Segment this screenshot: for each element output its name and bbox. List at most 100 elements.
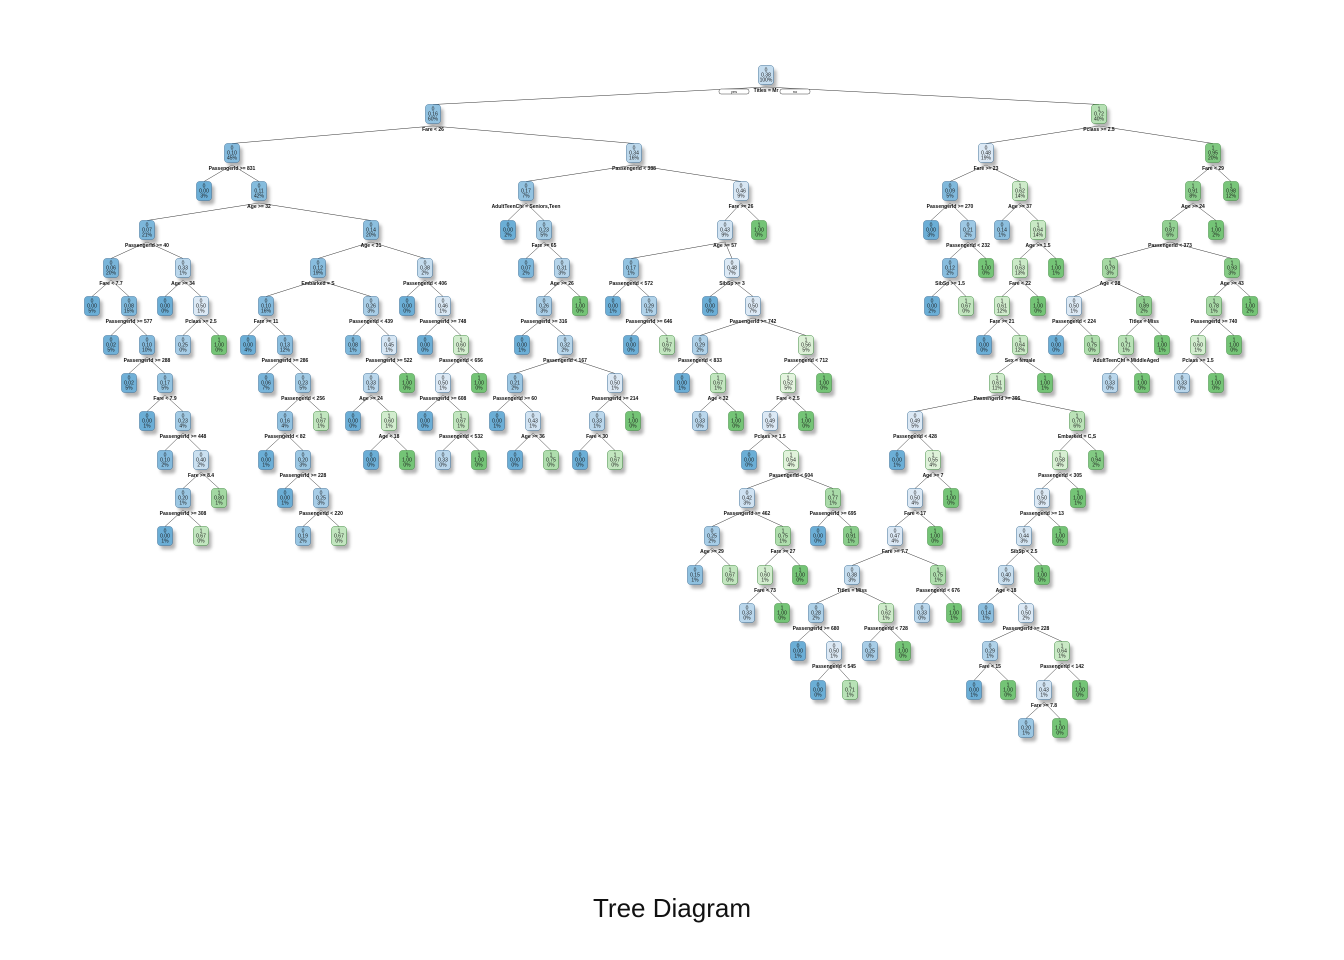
node-class: 1 (934, 529, 937, 535)
node-percent: 1% (982, 616, 990, 622)
node-percent: 3% (927, 233, 935, 239)
node-percent: 5% (784, 386, 792, 392)
node-percent: 4% (179, 424, 187, 430)
tree-node-c12: 11.000% (625, 411, 644, 435)
node-class: 0 (302, 529, 305, 535)
node-percent: 12% (1226, 194, 1237, 200)
node-box (471, 450, 487, 470)
edge-d4b (699, 356, 719, 374)
split-label-h2: Age >= 24 (1181, 204, 1205, 210)
split-label-a1x2: Fare >= 8.4 (188, 473, 214, 479)
split-label-e1: Fare >= 23 (974, 166, 999, 172)
edge-g4 (1005, 547, 1025, 566)
edge-d1R (740, 202, 760, 221)
node-percent: 0% (755, 233, 763, 239)
node-probability: 0.80 (214, 496, 224, 502)
tree-node-h6f: 11.001% (1154, 335, 1173, 359)
node-percent: 1% (493, 424, 501, 430)
node-box (623, 258, 639, 278)
node-percent: 1% (529, 424, 537, 430)
tree-node-d5a: 10.525% (780, 373, 799, 397)
split-label-h6e: AdultTeenChi = MiddleAged (1093, 358, 1159, 364)
tree-node-a1LRL: 00.025% (103, 335, 122, 359)
tree-node-d6: 00.495% (762, 411, 781, 435)
node-percent: 0% (732, 424, 740, 430)
tree-node-b1RRR: 10.601% (453, 335, 472, 359)
tree-node-f4b: 10.621% (878, 603, 897, 627)
node-box (1000, 680, 1016, 700)
node-percent: 1% (281, 501, 289, 507)
node-probability: 0.00 (142, 419, 152, 425)
node-probability: 0.93 (1227, 266, 1237, 272)
node-percent: 1% (179, 271, 187, 277)
node-box (1174, 373, 1190, 393)
tree-node-a1x1: 00.102% (157, 450, 176, 474)
node-probability: 1.00 (575, 304, 585, 310)
edge-b1LRL (352, 317, 372, 336)
node-box (1102, 373, 1118, 393)
edge-d9a (711, 509, 748, 527)
node-percent: 1% (143, 424, 151, 430)
node-probability: 1.00 (1245, 304, 1255, 310)
node-class: 0 (1181, 376, 1184, 382)
node-class: 0 (203, 184, 206, 190)
node-probability: 0.50 (1069, 304, 1079, 310)
split-label-c4: PassengerId < 167 (543, 358, 587, 364)
tree-node-h7c: 10.601% (1190, 335, 1209, 359)
edge-h6 (1109, 241, 1171, 259)
node-box (277, 411, 293, 431)
node-percent: 1% (986, 654, 994, 660)
node-class: 0 (1055, 338, 1058, 344)
split-label-g4: Age < 18 (996, 588, 1017, 594)
node-percent: 1% (1158, 348, 1166, 354)
edge-g2 (1041, 471, 1061, 489)
node-box (757, 565, 773, 585)
node-probability: 0.25 (178, 343, 188, 349)
node-percent: 1% (645, 309, 653, 315)
split-label-f1b: Age >= 7 (923, 473, 944, 479)
edge-a1RRR (200, 317, 220, 336)
tree-node-c10: 10.750% (543, 450, 562, 474)
node-percent: 1% (846, 693, 854, 699)
edge-h7c (1197, 317, 1215, 336)
node-probability: 0.67 (610, 458, 620, 464)
node-box (1016, 526, 1032, 546)
node-percent: 0% (403, 309, 411, 315)
node-percent: 0% (475, 386, 483, 392)
node-probability: 0.21 (963, 228, 973, 234)
node-box (942, 258, 958, 278)
node-probability: 0.17 (160, 381, 170, 387)
node-class: 1 (388, 414, 391, 420)
node-box (960, 220, 976, 240)
node-probability: 1.00 (1003, 688, 1013, 694)
node-probability: 1.00 (1075, 688, 1085, 694)
split-label-f4d: PassengerId < 545 (812, 664, 856, 670)
node-percent: 3% (299, 463, 307, 469)
edge-c2 (543, 279, 563, 297)
node-box (1226, 335, 1242, 355)
node-class: 0 (128, 299, 131, 305)
edge-b1y8 (320, 509, 340, 527)
edge-f4g (869, 624, 887, 642)
node-box (625, 411, 641, 431)
node-class: 0 (949, 261, 952, 267)
split-label-c1RR: Age >= 26 (550, 281, 574, 287)
node-class: 1 (406, 453, 409, 459)
node-class: 0 (914, 414, 917, 420)
edge-d9d (711, 547, 731, 566)
tree-node-d9c: 00.151% (687, 565, 706, 589)
node-percent: 0% (796, 578, 804, 584)
node-box (1091, 104, 1107, 124)
tree-node-e6: 00.000% (976, 335, 995, 359)
node-probability: 0.20 (178, 496, 188, 502)
edge-b1LRR (370, 317, 390, 336)
node-probability: 0.33 (1177, 381, 1187, 387)
tree-node-g3: 00.443% (1016, 526, 1035, 550)
node-box (607, 373, 623, 393)
node-percent: 4% (244, 348, 252, 354)
edge-a1 (146, 202, 260, 221)
node-percent: 12% (997, 309, 1008, 315)
node-class: 0 (561, 261, 564, 267)
node-box (978, 258, 994, 278)
